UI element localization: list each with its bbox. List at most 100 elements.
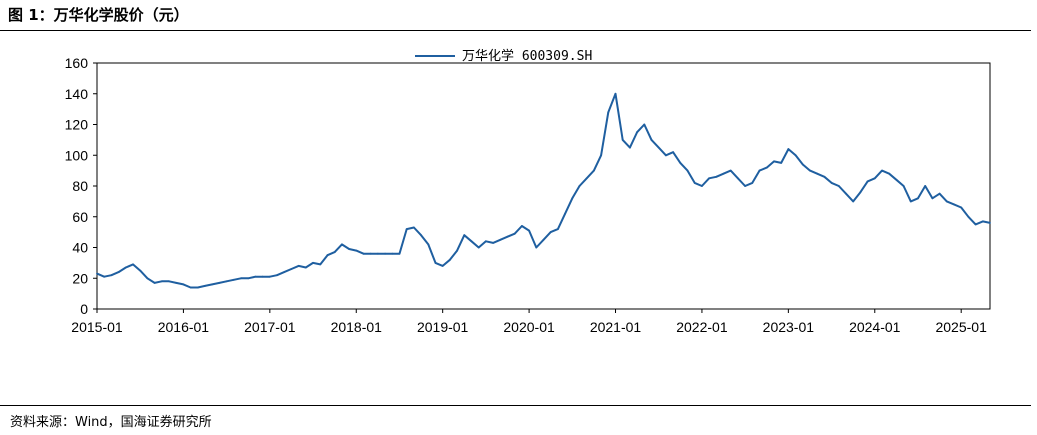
data-point — [809, 169, 811, 172]
data-point — [369, 252, 372, 255]
data-point — [413, 226, 415, 229]
x-tick-label: 2022-01 — [676, 319, 728, 335]
data-point — [585, 177, 588, 180]
data-point — [297, 265, 300, 267]
top-rule — [0, 30, 1031, 31]
data-point — [729, 169, 732, 172]
data-point — [549, 231, 552, 234]
data-point — [290, 268, 293, 270]
data-point — [139, 269, 142, 272]
data-point — [175, 282, 178, 284]
data-point — [247, 277, 250, 280]
x-tick-label: 2017-01 — [244, 319, 296, 335]
data-point — [341, 243, 343, 246]
data-point — [816, 172, 819, 175]
data-point — [607, 111, 610, 114]
x-tick-label: 2021-01 — [590, 319, 642, 335]
data-point — [909, 200, 912, 203]
data-point — [866, 180, 869, 183]
data-point — [254, 275, 257, 278]
data-point — [737, 177, 739, 180]
y-tick-label: 100 — [65, 147, 89, 163]
data-point — [348, 248, 350, 250]
data-point — [881, 169, 883, 172]
data-point — [492, 242, 494, 244]
data-point — [362, 252, 365, 255]
data-point — [499, 238, 502, 241]
data-point — [528, 229, 530, 232]
data-point — [665, 154, 667, 157]
data-point — [938, 192, 941, 195]
data-point — [571, 197, 574, 200]
x-tick-label: 2025-01 — [935, 319, 987, 335]
data-point — [945, 200, 948, 203]
data-point — [240, 277, 242, 280]
data-point — [636, 131, 638, 134]
data-point — [859, 191, 862, 194]
plot-area — [96, 62, 991, 310]
data-point — [463, 234, 466, 237]
data-point — [823, 175, 826, 178]
data-point — [758, 169, 761, 172]
data-point — [391, 252, 394, 255]
y-tick-label: 0 — [80, 301, 88, 317]
data-point — [456, 249, 458, 252]
data-point — [377, 252, 379, 255]
data-point — [650, 139, 653, 141]
x-tick-label: 2020-01 — [503, 319, 555, 335]
price-chart: 0 20 40 60 80 100 120 140 160 2015-01 2016-01 2017… — [65, 48, 991, 335]
data-point — [96, 272, 98, 275]
data-point — [283, 271, 286, 273]
x-tick-label: 2015-01 — [71, 319, 123, 335]
data-point — [787, 148, 790, 150]
data-point — [110, 274, 113, 277]
data-point — [621, 139, 624, 141]
data-point — [124, 266, 127, 269]
data-point — [801, 163, 804, 166]
data-point — [693, 182, 696, 184]
data-point — [261, 275, 264, 278]
x-tick-label: 2024-01 — [849, 319, 901, 335]
y-tick-label: 60 — [72, 209, 88, 225]
data-point — [117, 271, 120, 273]
data-point — [434, 262, 437, 264]
y-tick-label: 140 — [65, 86, 89, 102]
data-point — [542, 238, 545, 241]
data-point — [398, 252, 401, 255]
data-point — [600, 154, 602, 157]
data-point — [146, 277, 149, 280]
data-point — [960, 206, 963, 209]
data-point — [873, 177, 876, 180]
data-point — [672, 151, 674, 154]
data-point — [845, 192, 847, 195]
data-point — [160, 280, 163, 283]
x-tick-label: 2023-01 — [763, 319, 815, 335]
data-point — [182, 283, 185, 286]
data-point — [405, 228, 408, 231]
data-point — [427, 243, 430, 246]
data-point — [931, 197, 934, 200]
data-point — [557, 228, 559, 231]
data-point — [477, 246, 480, 249]
data-point — [895, 178, 898, 181]
data-point — [679, 162, 682, 164]
series-layer — [96, 92, 991, 289]
x-axis: 2015-01 2016-01 2017-01 2018-01 2019-01 2020-… — [71, 309, 987, 335]
data-point — [744, 185, 746, 187]
data-point — [132, 263, 134, 266]
data-point — [924, 185, 927, 187]
data-point — [888, 172, 891, 175]
data-point — [204, 285, 206, 287]
y-tick-label: 80 — [72, 178, 88, 194]
data-point — [513, 232, 516, 235]
data-point — [326, 254, 329, 257]
data-point — [268, 275, 271, 278]
data-point — [535, 246, 538, 249]
data-point — [420, 234, 422, 237]
data-point — [852, 200, 855, 203]
data-point — [578, 185, 581, 187]
data-point — [333, 251, 336, 254]
legend: 万华化学 600309.SH — [415, 48, 592, 64]
y-tick-label: 120 — [65, 117, 89, 133]
data-point — [837, 185, 840, 187]
